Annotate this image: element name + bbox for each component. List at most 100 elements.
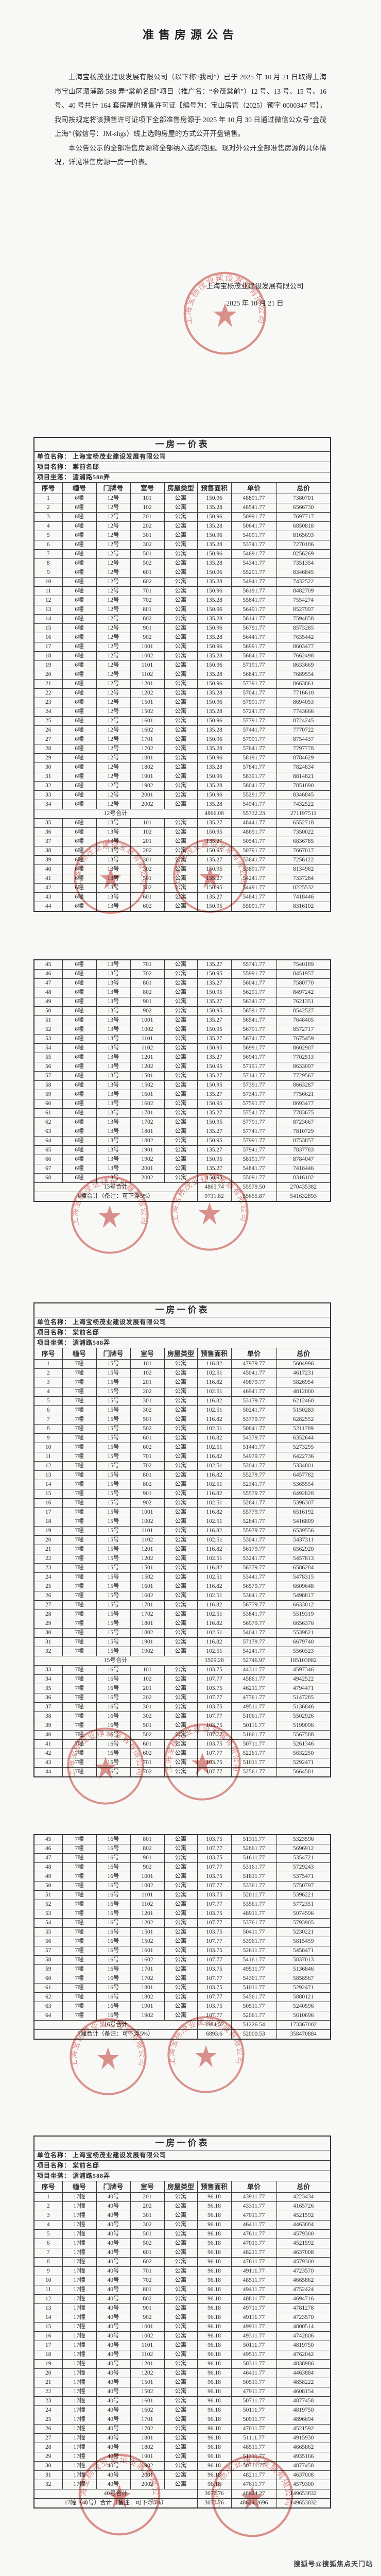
cell: 103.75 (197, 1721, 232, 1731)
cell: 55579.50 (231, 1182, 277, 1192)
cell: 公寓 (164, 978, 198, 988)
cell: 52 (33, 1025, 63, 1035)
cell: 公寓 (164, 503, 198, 513)
cell: 1901 (130, 772, 165, 782)
table-row: 29 6幢 12号 1801 公寓 150.96 58191.77 8784629 (33, 753, 331, 763)
cell: 公寓 (164, 762, 198, 772)
cell: 公寓 (164, 772, 198, 782)
cell: 48891.77 (231, 494, 277, 503)
table-row: 10 17幢 40号 702 公寓 96.18 48511.77 4665862 (33, 2276, 331, 2285)
cell: 11 (33, 2285, 63, 2295)
cell: 1802 (130, 2443, 165, 2452)
cell: 公寓 (164, 623, 198, 633)
cell: 49511.77 (231, 1964, 277, 1974)
cell: 55291.77 (231, 568, 277, 578)
cell: 公寓 (164, 1844, 198, 1854)
cell: 202 (130, 1693, 165, 1703)
cell: 1702 (130, 1609, 165, 1619)
cell: 公寓 (164, 1136, 198, 1146)
cell: 102.51 (197, 1461, 232, 1471)
cell: 公寓 (164, 865, 198, 874)
cell: 51011.77 (231, 1758, 277, 1768)
cell: 13 (33, 2303, 63, 2313)
cell: 门牌号 (96, 482, 131, 494)
cell: 单位名称： 上海宝杨茂业建设发展有限公司 (33, 2150, 331, 2161)
table-row: 25 6幢 12号 1601 公寓 150.96 57791.77 8724245 (33, 716, 331, 726)
cell: 7幢 (62, 2002, 97, 2011)
cell: 135.28 (197, 707, 232, 717)
cell: 96.18 (197, 2201, 232, 2211)
cell: 8497242 (276, 988, 331, 997)
cell: 公寓 (164, 2368, 198, 2378)
table-row: 44 6幢 13号 602 公寓 150.95 55091.77 8316102 (33, 902, 331, 912)
cell: 4812000 (276, 1387, 331, 1397)
table-row: 63 7幢 16号 1901 公寓 103.75 50511.77 5240596 (33, 2002, 331, 2011)
cell: 16号 (96, 1909, 131, 1919)
cell: 公寓 (164, 1721, 198, 1731)
cell: 150.96 (197, 549, 232, 559)
cell: 1101 (130, 1526, 165, 1536)
cell: 项目坐落： 湄浦路588弄 (33, 472, 331, 483)
cell: 12号 (96, 568, 131, 578)
table-row: 23 7幢 15号 1501 公寓 116.82 56379.77 6586284 (33, 1563, 331, 1573)
cell: 13号 (96, 1090, 131, 1099)
cell: 7380701 (276, 494, 331, 503)
table-row: 27 17幢 40号 1801 公寓 96.18 51111.77 4915930 (33, 2433, 331, 2443)
cell: 4579300 (276, 2257, 331, 2267)
cell: 16号 (96, 1853, 131, 1863)
cell: 17 (33, 1507, 63, 1517)
column-header-row: 序号 幢号 门牌号 室号 房屋类型 预售面积 单价 总价 (33, 482, 331, 494)
cell: 103.75 (197, 1834, 232, 1844)
cell: 57991.77 (231, 735, 277, 744)
table-row: 2 17幢 40号 202 公寓 96.18 43311.77 4165726 (33, 2201, 331, 2211)
cell: 15 (33, 2322, 63, 2332)
cell: 96.18 (197, 2387, 232, 2397)
cell: 公寓 (164, 2480, 198, 2489)
cell: 7648405 (276, 1015, 331, 1025)
cell: 7幢 (62, 1749, 97, 1758)
cell: 270435382 (276, 1182, 331, 1192)
cell: 公寓 (164, 1872, 198, 1882)
cell: 52861.77 (231, 1844, 277, 1854)
cell: 16号 (96, 1674, 131, 1684)
cell: 公寓 (164, 1890, 198, 1900)
cell: 7幢 (62, 1600, 97, 1610)
cell: 预售面积 (197, 1348, 232, 1360)
cell: 96.18 (197, 2443, 232, 2452)
cell: 101 (130, 1359, 165, 1369)
cell: 53779.77 (231, 1415, 277, 1425)
cell: 7幢 (62, 1730, 97, 1740)
cell: 9 (33, 568, 63, 578)
table-row: 13 7幢 15号 801 公寓 116.82 55279.77 6457782 (33, 1470, 331, 1480)
cell: 107.77 (197, 1767, 232, 1777)
cell: 135.27 (197, 1145, 232, 1155)
cell: 15号 (96, 1628, 131, 1638)
cell: 135.28 (197, 670, 232, 680)
table-row: 19 17幢 40号 1201 公寓 96.18 50311.77 4838986 (33, 2359, 331, 2369)
cell: 13号 (96, 902, 131, 912)
cell: 8 (33, 2257, 63, 2267)
cell: 50711.77 (231, 2396, 277, 2406)
cell: 15号合计 (33, 1656, 198, 1666)
table-row: 5 6幢 12号 301 公寓 150.96 54091.77 8165693 (33, 531, 331, 540)
cell: 53641.77 (231, 855, 277, 865)
cell: 135.27 (197, 837, 232, 846)
cell: 902 (130, 1498, 165, 1508)
cell: 6562920 (276, 1545, 331, 1554)
cell: 公寓 (164, 1071, 198, 1081)
cell: 12号 (96, 735, 131, 744)
cell: 公寓 (164, 997, 198, 1007)
cell: 7 (33, 549, 63, 559)
cell: 8724245 (276, 716, 331, 726)
cell: 7幢 (62, 1721, 97, 1731)
cell: 5199096 (276, 1721, 331, 1731)
cell: 302 (130, 540, 165, 550)
cell: 116.82 (197, 1378, 232, 1387)
cell: 107.77 (197, 1900, 232, 1909)
cell: 6幢 (62, 818, 97, 828)
cell: 7幢 (62, 1517, 97, 1527)
table-row: 22 17幢 40号 1502 公寓 96.18 47911.77 4608154 (33, 2387, 331, 2397)
cell: 149653832 (276, 2498, 331, 2509)
cell: 56741.77 (231, 1034, 277, 1044)
cell: 50411.77 (231, 1927, 277, 1937)
